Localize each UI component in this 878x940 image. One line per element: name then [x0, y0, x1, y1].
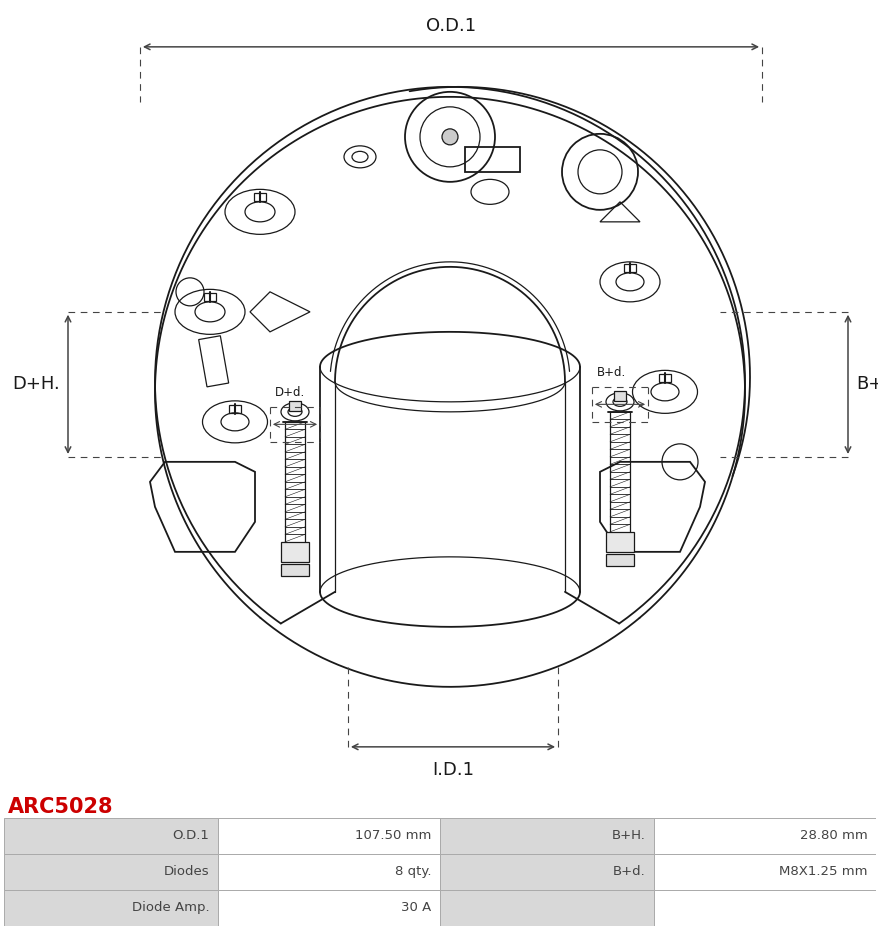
Bar	[440, 890, 653, 926]
Bar	[254, 193, 266, 201]
Text: Diode Amp.: Diode Amp.	[132, 901, 209, 915]
Bar	[440, 854, 653, 890]
Text: M8X1.25 mm: M8X1.25 mm	[778, 866, 867, 878]
Bar	[614, 391, 625, 400]
Bar	[218, 854, 440, 890]
Text: B+d.: B+d.	[596, 366, 625, 379]
Bar	[229, 405, 241, 413]
Bar	[440, 818, 653, 854]
Bar	[204, 293, 216, 301]
Text: B+d.: B+d.	[612, 866, 644, 878]
Bar	[653, 854, 875, 890]
Bar	[4, 890, 218, 926]
Bar	[289, 400, 300, 411]
Text: I.D.1: I.D.1	[431, 760, 473, 779]
Text: D+H.: D+H.	[12, 375, 60, 393]
Text: ARC5028: ARC5028	[8, 796, 113, 817]
Text: Diodes: Diodes	[163, 866, 209, 878]
Text: O.D.1: O.D.1	[426, 17, 476, 35]
Bar	[605, 532, 633, 552]
Bar	[218, 890, 440, 926]
Text: 28.80 mm: 28.80 mm	[799, 829, 867, 842]
Bar	[218, 818, 440, 854]
Bar	[281, 541, 309, 562]
Bar	[653, 818, 875, 854]
Text: 8 qty.: 8 qty.	[395, 866, 431, 878]
Bar	[653, 890, 875, 926]
Bar	[4, 818, 218, 854]
Bar	[623, 264, 636, 272]
Bar	[605, 554, 633, 566]
Circle shape	[442, 129, 457, 145]
Text: 107.50 mm: 107.50 mm	[355, 829, 431, 842]
Bar	[281, 564, 309, 576]
Text: B+H.: B+H.	[855, 375, 878, 393]
Text: D+d.: D+d.	[275, 385, 305, 399]
Text: B+H.: B+H.	[611, 829, 644, 842]
Text: O.D.1: O.D.1	[172, 829, 209, 842]
Bar	[464, 147, 520, 172]
Text: 30 A: 30 A	[401, 901, 431, 915]
Bar	[198, 336, 228, 387]
Bar	[4, 854, 218, 890]
Bar	[658, 374, 670, 382]
